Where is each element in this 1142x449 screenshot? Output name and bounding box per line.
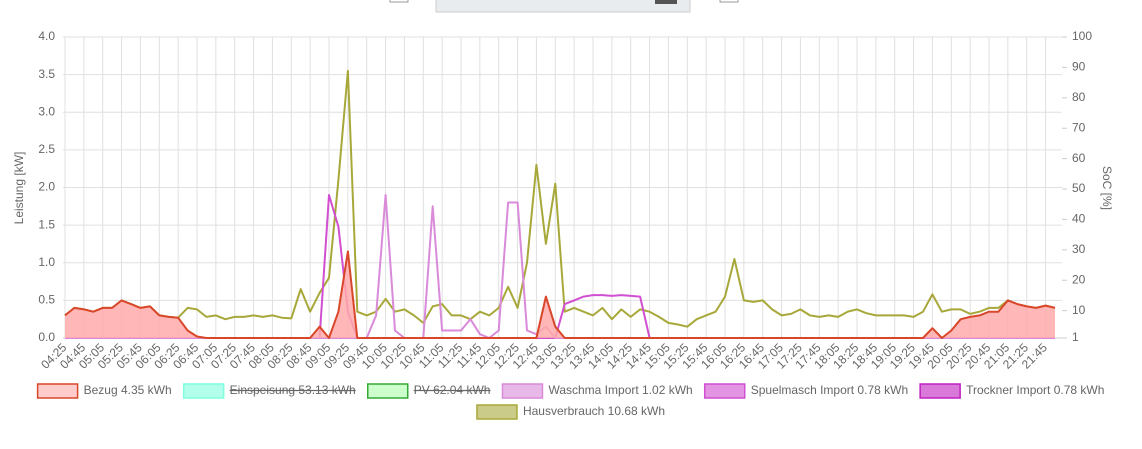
legend-swatch — [182, 383, 225, 399]
y2-axis-title: SoC [%] — [1100, 166, 1114, 210]
y-tick-label: 2.0 — [38, 180, 55, 194]
legend-swatch — [476, 404, 518, 420]
y-tick-label: 4.0 — [38, 29, 55, 43]
y-tick-label: 3.5 — [38, 67, 55, 81]
legend-label: Einspeisung 53.13 kWh — [230, 383, 356, 397]
y2-tick-label: 100 — [1072, 29, 1092, 43]
legend-item[interactable]: Spuelmasch Import 0.78 kWh — [703, 383, 908, 399]
date-field[interactable] — [435, 0, 691, 13]
legend-item[interactable]: PV 62.04 kWh — [366, 383, 491, 399]
y2-tick-label: 10 — [1072, 303, 1086, 317]
y2-tick-label: 80 — [1072, 90, 1086, 104]
y2-tick-label: 1 — [1072, 330, 1079, 344]
legend-item[interactable]: Trockner Import 0.78 kWh — [919, 383, 1104, 399]
y-tick-label: 0.5 — [38, 293, 55, 307]
y-tick-label: 2.5 — [38, 142, 55, 156]
legend-label: Bezug 4.35 kWh — [84, 383, 172, 397]
control[interactable] — [389, 0, 409, 3]
legend-label: Hausverbrauch 10.68 kWh — [523, 404, 665, 418]
legend-swatch — [703, 383, 746, 399]
legend-label: Waschma Import 1.02 kWh — [548, 383, 692, 397]
y2-tick-label: 60 — [1072, 151, 1086, 165]
legend-swatch — [919, 383, 961, 399]
legend-label: Spuelmasch Import 0.78 kWh — [751, 383, 908, 397]
control[interactable] — [719, 0, 739, 3]
legend-item[interactable]: Bezug 4.35 kWh — [36, 383, 172, 399]
y-tick-label: 3.0 — [38, 104, 55, 118]
y-axis-title: Leistung [kW] — [12, 152, 26, 225]
y2-tick-label: 20 — [1072, 272, 1086, 286]
area — [65, 251, 1055, 338]
y2-tick-label: 70 — [1072, 120, 1086, 134]
legend-swatch — [36, 383, 79, 399]
y-tick-label: 0.0 — [38, 330, 55, 344]
legend-label: Trockner Import 0.78 kWh — [966, 383, 1104, 397]
legend-label: PV 62.04 kWh — [414, 383, 491, 397]
series-line — [64, 69, 1056, 328]
legend-swatch — [501, 383, 544, 399]
y-tick-label: 1.5 — [38, 217, 55, 231]
y2-tick-label: 90 — [1072, 60, 1086, 74]
y2-tick-label: 30 — [1072, 242, 1086, 256]
legend-item[interactable]: Einspeisung 53.13 kWh — [182, 383, 356, 399]
legend-item[interactable]: Hausverbrauch 10.68 kWh — [476, 404, 665, 420]
legend-item[interactable]: Waschma Import 1.02 kWh — [501, 383, 693, 399]
y2-tick-label: 50 — [1072, 181, 1086, 195]
y2-tick-label: 40 — [1072, 212, 1086, 226]
legend-swatch — [366, 383, 409, 399]
y-tick-label: 1.0 — [38, 255, 55, 269]
calendar-button[interactable] — [655, 0, 677, 4]
series-line — [64, 250, 1056, 339]
